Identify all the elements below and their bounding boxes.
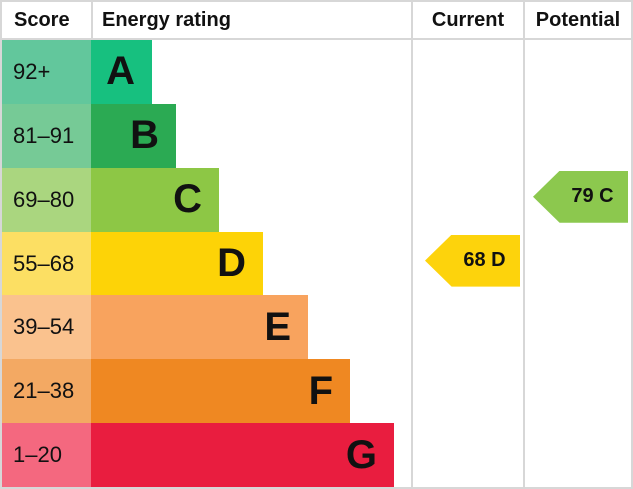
- band-row-d: 55–68 D 68 D: [2, 231, 631, 296]
- band-letter: G: [345, 432, 377, 477]
- band-bar: B: [91, 103, 176, 168]
- current-column-cell: [411, 423, 523, 488]
- band-bar-area: G: [91, 423, 411, 488]
- potential-column-cell: [523, 359, 631, 424]
- band-score-cell: 1–20: [2, 423, 91, 488]
- potential-column-cell: [523, 40, 631, 104]
- potential-rating-label: 79 C: [571, 185, 614, 208]
- header-current: Current: [411, 2, 523, 38]
- band-score-cell: 69–80: [2, 167, 91, 232]
- band-letter: C: [173, 177, 202, 222]
- band-score-cell: 21–38: [2, 359, 91, 424]
- band-letter: D: [217, 241, 246, 285]
- band-bar-area: D: [91, 231, 411, 296]
- band-letter: B: [130, 113, 159, 158]
- band-bar-area: A: [91, 40, 411, 104]
- potential-column-cell: [523, 103, 631, 168]
- chart-header: Score Energy rating Current Potential: [2, 2, 631, 40]
- band-score-cell: 39–54: [2, 295, 91, 360]
- potential-column-cell: [523, 423, 631, 488]
- current-column-cell: [411, 295, 523, 360]
- band-bar: E: [91, 295, 308, 360]
- band-rows: 92+ A 81–91 B 69–80 C: [2, 40, 631, 488]
- band-bar: C: [91, 167, 219, 232]
- current-column-cell: 68 D: [411, 231, 523, 296]
- header-energy-rating: Energy rating: [91, 2, 411, 38]
- band-bar-area: E: [91, 295, 411, 360]
- band-bar: F: [91, 359, 350, 424]
- band-letter: E: [264, 304, 291, 349]
- band-bar-area: F: [91, 359, 411, 424]
- band-row-c: 69–80 C 79 C: [2, 167, 631, 232]
- band-letter: A: [106, 49, 135, 94]
- band-bar: A: [91, 40, 152, 104]
- band-score-cell: 55–68: [2, 231, 91, 296]
- current-column-cell: [411, 40, 523, 104]
- current-column-cell: [411, 359, 523, 424]
- potential-rating-arrow: 79 C: [533, 170, 628, 223]
- current-column-cell: [411, 103, 523, 168]
- current-column-cell: [411, 167, 523, 232]
- band-score-cell: 92+: [2, 40, 91, 104]
- band-letter: F: [308, 368, 333, 413]
- current-rating-label: 68 D: [463, 249, 506, 272]
- band-row-f: 21–38 F: [2, 359, 631, 424]
- band-row-a: 92+ A: [2, 40, 631, 104]
- potential-column-cell: 79 C: [523, 167, 631, 232]
- header-score: Score: [14, 8, 70, 31]
- potential-column-cell: [523, 295, 631, 360]
- header-potential: Potential: [523, 2, 631, 38]
- band-row-b: 81–91 B: [2, 103, 631, 168]
- band-bar-area: C: [91, 167, 411, 232]
- band-bar-area: B: [91, 103, 411, 168]
- band-row-e: 39–54 E: [2, 295, 631, 360]
- band-row-g: 1–20 G: [2, 423, 631, 488]
- current-rating-arrow: 68 D: [425, 234, 520, 287]
- potential-column-cell: [523, 231, 631, 296]
- band-score-cell: 81–91: [2, 103, 91, 168]
- band-bar: D: [91, 231, 263, 296]
- band-bar: G: [91, 423, 394, 488]
